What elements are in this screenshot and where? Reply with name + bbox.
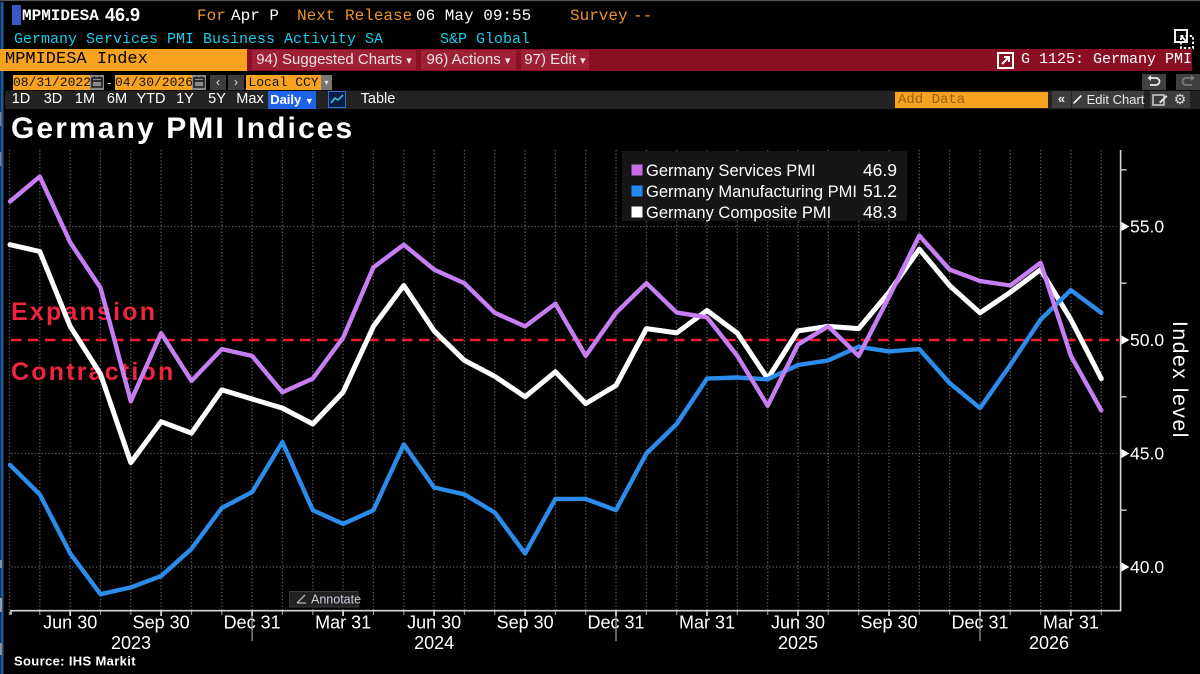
svg-text:55.0: 55.0 — [1130, 217, 1164, 237]
svg-text:Sep 30: Sep 30 — [497, 613, 554, 633]
svg-text:Germany Composite PMI: Germany Composite PMI — [646, 204, 831, 222]
svg-text:46.9: 46.9 — [863, 160, 897, 180]
svg-text:Jun 30: Jun 30 — [43, 613, 97, 633]
svg-text:Expansion: Expansion — [11, 298, 157, 326]
svg-text:45.0: 45.0 — [1130, 444, 1164, 464]
svg-text:2026: 2026 — [1029, 633, 1069, 653]
svg-text:Mar 31: Mar 31 — [1043, 613, 1099, 633]
svg-text:Sep 30: Sep 30 — [860, 613, 917, 633]
svg-text:50.0: 50.0 — [1130, 330, 1164, 350]
svg-text:Germany Services PMI: Germany Services PMI — [646, 162, 816, 180]
svg-text:2024: 2024 — [414, 633, 454, 653]
svg-text:51.2: 51.2 — [863, 181, 897, 201]
svg-text:Jun 30: Jun 30 — [407, 613, 461, 633]
svg-text:48.3: 48.3 — [863, 202, 897, 222]
svg-text:Index level: Index level — [1168, 321, 1191, 439]
svg-text:40.0: 40.0 — [1130, 557, 1164, 577]
svg-text:Jun 30: Jun 30 — [771, 613, 825, 633]
svg-text:Mar 31: Mar 31 — [679, 613, 735, 633]
svg-text:Sep 30: Sep 30 — [133, 613, 190, 633]
svg-text:Source: IHS Markit: Source: IHS Markit — [14, 654, 136, 669]
svg-text:2023: 2023 — [111, 633, 151, 653]
svg-text:Annotate: Annotate — [311, 593, 361, 607]
svg-text:Germany Manufacturing PMI: Germany Manufacturing PMI — [646, 183, 857, 201]
svg-text:2025: 2025 — [778, 633, 818, 653]
svg-text:Mar 31: Mar 31 — [315, 613, 371, 633]
